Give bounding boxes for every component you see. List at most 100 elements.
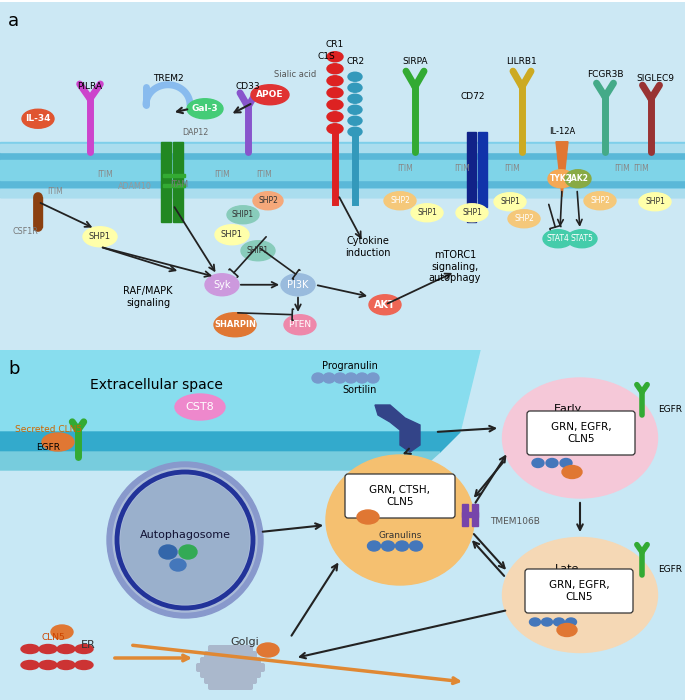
Bar	[462, 504, 468, 526]
Polygon shape	[0, 350, 480, 432]
Text: Secreted CLN5: Secreted CLN5	[15, 426, 82, 435]
Text: SHP1: SHP1	[462, 209, 482, 217]
FancyBboxPatch shape	[525, 569, 633, 613]
Text: SIRPA: SIRPA	[402, 57, 427, 66]
Ellipse shape	[546, 458, 558, 468]
Text: SHP2: SHP2	[258, 196, 278, 205]
Bar	[478, 132, 487, 206]
Text: SHP2: SHP2	[590, 196, 610, 205]
Text: DAP12: DAP12	[182, 128, 208, 137]
Ellipse shape	[327, 76, 343, 86]
Ellipse shape	[369, 295, 401, 315]
Ellipse shape	[384, 192, 416, 210]
Text: CD72: CD72	[461, 92, 485, 102]
Ellipse shape	[39, 661, 57, 669]
Ellipse shape	[57, 645, 75, 654]
Text: ITIM: ITIM	[397, 164, 413, 174]
Text: Progranulin: Progranulin	[322, 361, 378, 371]
Ellipse shape	[639, 193, 671, 211]
Text: C1S: C1S	[317, 52, 335, 62]
Ellipse shape	[83, 227, 117, 247]
Text: ITAM: ITAM	[170, 180, 188, 189]
Circle shape	[107, 462, 263, 618]
Text: STAT4: STAT4	[547, 234, 569, 244]
Text: ITIM: ITIM	[614, 164, 630, 174]
Text: CR2: CR2	[347, 57, 365, 66]
Ellipse shape	[257, 643, 279, 657]
Text: SHIP1: SHIP1	[232, 210, 254, 219]
Ellipse shape	[323, 373, 335, 383]
Ellipse shape	[327, 99, 343, 110]
Text: Syk: Syk	[213, 280, 231, 290]
Text: Lysosome: Lysosome	[369, 479, 431, 491]
Ellipse shape	[367, 373, 379, 383]
Text: Cytokine
induction: Cytokine induction	[345, 236, 390, 258]
Bar	[0, 141, 685, 197]
Text: ITIM: ITIM	[97, 170, 113, 179]
Ellipse shape	[284, 315, 316, 335]
Ellipse shape	[532, 458, 544, 468]
Ellipse shape	[75, 661, 93, 669]
Ellipse shape	[326, 455, 474, 585]
Text: mTORC1
signaling,
autophagy: mTORC1 signaling, autophagy	[429, 250, 481, 284]
Ellipse shape	[543, 230, 573, 248]
Text: CR1: CR1	[326, 40, 344, 49]
Text: EGFR: EGFR	[658, 566, 682, 575]
Polygon shape	[0, 432, 460, 452]
Text: EGFR: EGFR	[658, 405, 682, 414]
FancyBboxPatch shape	[204, 651, 257, 660]
Ellipse shape	[159, 545, 177, 559]
Bar	[0, 160, 685, 180]
Ellipse shape	[241, 241, 275, 261]
Text: ITIM: ITIM	[214, 170, 229, 179]
Ellipse shape	[367, 541, 380, 551]
Ellipse shape	[281, 274, 315, 295]
Text: TMEM106B: TMEM106B	[490, 517, 540, 526]
Text: CD33: CD33	[236, 83, 260, 91]
Ellipse shape	[584, 192, 616, 210]
Ellipse shape	[553, 618, 564, 626]
Circle shape	[113, 468, 257, 612]
Polygon shape	[556, 141, 568, 197]
Bar	[173, 141, 183, 222]
Ellipse shape	[327, 124, 343, 134]
Ellipse shape	[348, 105, 362, 114]
Ellipse shape	[357, 510, 379, 524]
Ellipse shape	[42, 433, 74, 451]
Text: ADAM10: ADAM10	[118, 182, 152, 191]
Text: AKT: AKT	[374, 300, 396, 309]
Ellipse shape	[348, 94, 362, 103]
Ellipse shape	[494, 193, 526, 211]
Text: APOE: APOE	[256, 90, 284, 99]
Text: SHP2: SHP2	[390, 196, 410, 205]
Text: ITIM: ITIM	[454, 164, 470, 174]
Bar	[0, 189, 685, 197]
Text: STAT5: STAT5	[571, 234, 593, 244]
Text: SHP1: SHP1	[500, 197, 520, 206]
FancyBboxPatch shape	[200, 669, 261, 678]
Text: SHP2: SHP2	[514, 214, 534, 223]
Ellipse shape	[75, 645, 93, 654]
Ellipse shape	[348, 83, 362, 92]
Text: PILRA: PILRA	[77, 83, 103, 91]
Text: IL-12A: IL-12A	[549, 127, 575, 136]
Text: TREM2: TREM2	[153, 74, 184, 83]
Ellipse shape	[456, 204, 488, 222]
Text: Gal-3: Gal-3	[192, 104, 219, 113]
Polygon shape	[375, 405, 420, 452]
Text: ITIM: ITIM	[256, 170, 272, 179]
Ellipse shape	[503, 378, 658, 498]
FancyBboxPatch shape	[527, 411, 635, 455]
Text: RAF/MAPK
signaling: RAF/MAPK signaling	[123, 286, 173, 307]
Text: Sortilin: Sortilin	[342, 385, 377, 395]
Ellipse shape	[411, 204, 443, 222]
Text: SHP1: SHP1	[417, 209, 437, 217]
Ellipse shape	[215, 225, 249, 245]
Text: JAK2: JAK2	[568, 174, 588, 183]
Ellipse shape	[205, 274, 239, 295]
Ellipse shape	[542, 618, 553, 626]
Ellipse shape	[327, 88, 343, 98]
Ellipse shape	[567, 230, 597, 248]
Text: a: a	[8, 12, 19, 29]
Bar	[163, 174, 185, 176]
